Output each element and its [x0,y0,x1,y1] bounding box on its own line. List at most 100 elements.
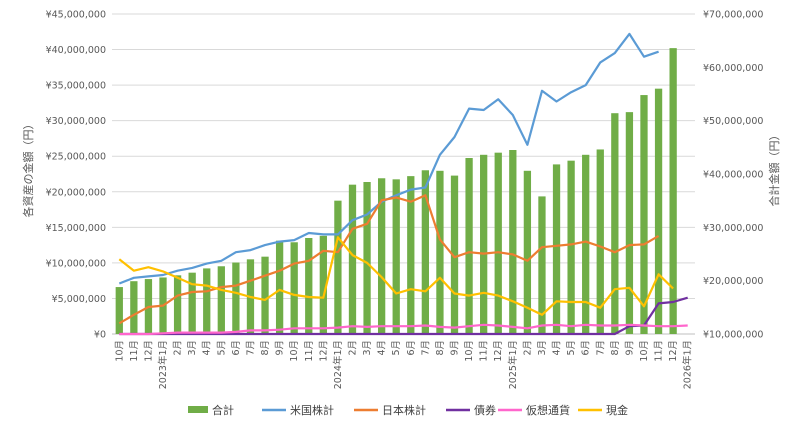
bar-total [465,158,473,334]
x-tick-label: 8月 [610,340,621,356]
x-tick-label: 9月 [624,340,635,356]
x-tick-label: 6月 [231,340,242,356]
bar-total [261,256,269,334]
x-tick-label: 12月 [668,340,679,362]
left-tick-label: ¥5,000,000 [52,294,106,305]
bar-total [275,240,284,334]
bar-total [334,200,342,334]
x-tick-label: 4月 [552,340,563,356]
bar-total [436,170,444,334]
bar-total [130,281,138,334]
x-tick-label: 11月 [129,340,140,362]
x-tick-label: 10月 [639,340,650,362]
x-tick-label: 9月 [275,340,286,356]
x-tick-label: 11月 [304,340,315,362]
bar-total [115,287,123,334]
right-tick-label: ¥70,000,000 [703,10,763,21]
x-axis-ticks: 10月 11月 12月 2023年1月 2月 3月 4月 5月 6月 7月 8月 9月 10月 11月 12… [114,340,693,389]
bar-total [567,160,575,334]
x-tick-label: 2月 [522,340,533,356]
x-tick-label: 5月 [216,340,227,356]
left-tick-label: ¥35,000,000 [46,81,106,92]
bar-total [217,266,225,334]
x-tick-label: 9月 [450,340,461,356]
line-米国株計 [118,32,659,285]
x-tick-label: 8月 [260,340,271,356]
left-tick-label: ¥30,000,000 [46,116,106,127]
x-tick-label: 10月 [464,340,475,362]
left-tick-label: ¥0 [94,330,106,341]
x-tick-label: 10月 [289,340,300,362]
x-tick-label: 12月 [318,340,329,362]
right-tick-label: ¥20,000,000 [703,276,763,287]
legend-label: 日本株計 [382,403,426,417]
bar-total [377,178,386,334]
bar-total [611,113,619,334]
right-axis-title: 合計金額（円） [767,130,781,207]
x-tick-label: 7月 [595,340,606,356]
x-tick-label: 11月 [479,340,490,362]
bar-total [348,184,357,334]
bar-total [363,182,371,334]
right-tick-label: ¥30,000,000 [703,223,763,234]
line-日本株計 [118,194,660,325]
x-tick-label: 11月 [654,340,665,362]
bar-total [523,170,532,334]
legend-swatch [188,406,208,413]
bar-total [203,268,211,334]
x-tick-label: 2023年1月 [157,340,169,389]
x-tick-label: 2024年1月 [332,340,344,389]
x-tick-label: 12月 [143,340,154,362]
legend-label: 債券 [474,403,496,417]
x-tick-label: 7月 [420,340,431,356]
bar-total [173,275,182,334]
bar-total [188,272,196,334]
line-現金 [118,236,674,316]
legend-label: 米国株計 [290,403,334,417]
bar-total [509,150,517,334]
left-tick-label: ¥25,000,000 [46,152,106,163]
x-tick-label: 6月 [406,340,417,356]
bar-total [596,149,604,334]
right-tick-label: ¥40,000,000 [703,170,763,181]
bar-total [232,262,240,334]
left-axis-ticks: ¥0 ¥5,000,000 ¥10,000,000 ¥15,000,000 ¥20,00… [46,10,106,341]
left-tick-label: ¥20,000,000 [46,187,106,198]
legend-label: 仮想通貨 [526,403,570,417]
x-tick-label: 2月 [173,340,184,356]
bar-total [319,235,327,334]
bar-total [407,176,415,334]
bar-total [480,154,488,334]
bar-total [494,152,502,334]
x-tick-label: 7月 [246,340,257,356]
bar-total [392,179,400,334]
x-tick-label: 3月 [362,340,373,356]
x-tick-label: 4月 [377,340,388,356]
bar-series-total [115,48,677,335]
line-series [118,32,689,336]
legend-label: 現金 [606,403,628,417]
bar-total [421,170,430,334]
right-tick-label: ¥50,000,000 [703,116,763,127]
x-tick-label: 3月 [187,340,198,356]
left-axis-title: 各資産の金額（円） [21,119,35,218]
x-tick-label: 8月 [435,340,446,356]
x-tick-label: 2月 [348,340,359,356]
left-tick-label: ¥15,000,000 [46,223,106,234]
left-tick-label: ¥40,000,000 [46,45,106,56]
x-tick-label: 5月 [391,340,402,356]
bar-total [654,88,663,335]
bar-total [538,196,546,334]
bar-total [305,238,313,334]
bar-total [640,95,648,334]
right-tick-label: ¥60,000,000 [703,63,763,74]
bar-total [450,175,459,334]
left-tick-label: ¥10,000,000 [46,258,106,269]
x-tick-label: 10月 [114,340,125,362]
right-axis-ticks: ¥10,000,000 ¥20,000,000 ¥30,000,000 ¥40,000… [703,10,763,341]
legend-label: 合計 [212,403,234,417]
x-tick-label: 4月 [202,340,213,356]
bar-total [290,242,298,334]
